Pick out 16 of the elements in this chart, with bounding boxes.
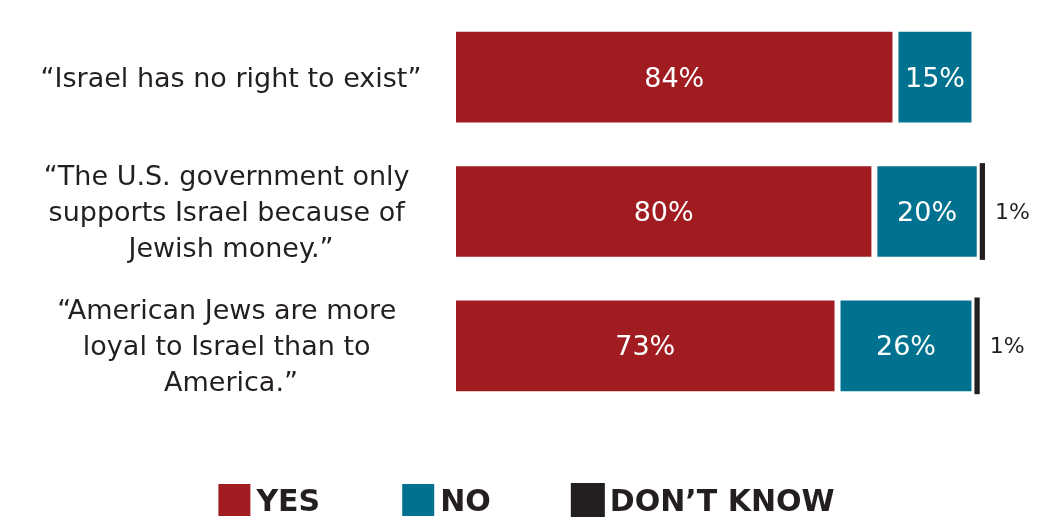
data-label: 84% bbox=[644, 61, 705, 93]
y-tick-label: “The U.S. government only supports Israel because of Jewish money.” bbox=[43, 160, 419, 263]
data-label: 1% bbox=[989, 333, 1025, 359]
data-label: 20% bbox=[897, 196, 958, 227]
bar bbox=[979, 163, 985, 260]
y-tick-label: “American Jews are more loyal to Israel than to America.” bbox=[57, 294, 405, 398]
data-label: 15% bbox=[904, 61, 965, 93]
data-label: 26% bbox=[875, 330, 936, 362]
y-tick-label: “Israel has no right to exist” bbox=[40, 61, 422, 93]
data-label: 73% bbox=[615, 330, 676, 362]
bar bbox=[974, 297, 980, 395]
legend-label: DON’T KNOW bbox=[609, 482, 835, 518]
data-label: 80% bbox=[633, 196, 694, 227]
legend-label: NO bbox=[440, 482, 491, 518]
data-label: 1% bbox=[995, 199, 1030, 224]
legend-label: YES bbox=[255, 482, 321, 518]
